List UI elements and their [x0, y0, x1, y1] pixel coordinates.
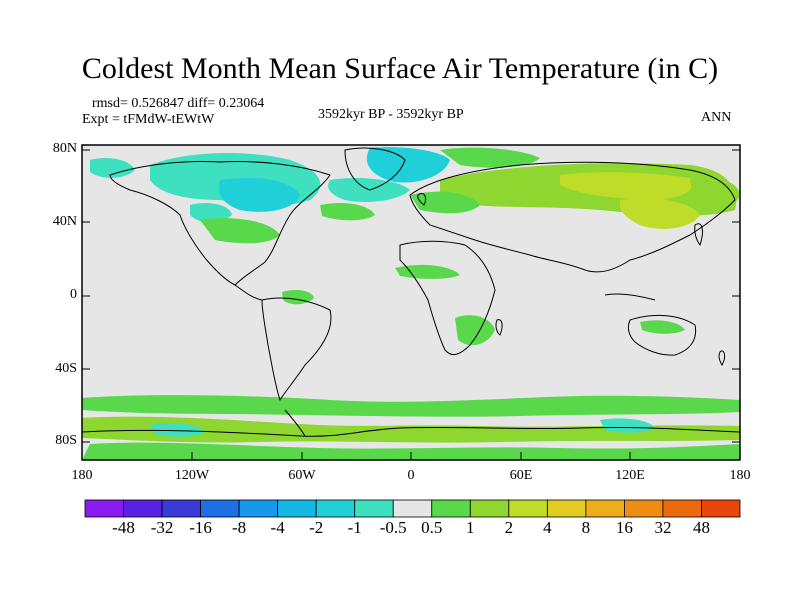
- coast-eurasia: [409, 161, 736, 273]
- coast-japan: [694, 223, 703, 247]
- warm-patch-sahara: [395, 264, 460, 279]
- coast-africa: [399, 240, 496, 356]
- colorbar-swatch: [315, 499, 356, 518]
- coast-indonesia: [604, 293, 656, 301]
- rmsd-diff-stats: rmsd= 0.526847 diff= 0.23064: [92, 96, 265, 111]
- warm-patch-siberia: [560, 172, 693, 200]
- tick-marks: [81, 149, 741, 460]
- colorbar-swatch: [354, 499, 394, 518]
- coastlines: [81, 147, 741, 437]
- colorbar-swatch: [701, 499, 741, 518]
- coast-central-america: [234, 284, 263, 301]
- lon-tick-120e: 120E: [615, 468, 645, 483]
- colorbar-swatch: [624, 499, 664, 518]
- colorbar-label: -2: [309, 518, 324, 537]
- coast-britain: [417, 192, 427, 206]
- lat-tick-0: 0: [70, 287, 77, 302]
- coast-australia: [627, 315, 697, 356]
- colorbar-label: 8: [581, 518, 591, 537]
- colorbar-label: 16: [615, 518, 633, 537]
- warm-patch-arctic-ocean: [440, 147, 540, 168]
- colorbar-label: -32: [150, 518, 174, 537]
- colorbar-swatch: [84, 499, 124, 518]
- colorbar-label: -16: [189, 518, 212, 537]
- anomaly-patches: [82, 147, 740, 460]
- warm-patch-us: [200, 218, 280, 244]
- lat-tick-40s: 40S: [55, 361, 77, 376]
- colorbar-swatch: [123, 499, 163, 518]
- lat-tick-80s: 80S: [55, 433, 77, 448]
- colorbar-swatch: [238, 499, 279, 518]
- coast-antarctica: [81, 426, 741, 437]
- colorbar-label: 32: [654, 518, 672, 537]
- warm-patch-europe: [410, 191, 480, 214]
- lon-tick-60e: 60E: [509, 468, 533, 483]
- coast-north-america: [109, 161, 331, 286]
- colorbar-label: 2: [504, 518, 514, 537]
- colorbar-swatch: [200, 499, 240, 518]
- colorbar-swatch: [392, 499, 433, 518]
- warm-band-southern-2: [82, 416, 740, 443]
- experiment-label: Expt = tFMdW-tEWtW: [82, 112, 215, 127]
- coast-madagascar: [495, 319, 503, 336]
- cool-patch-antarctic-2: [600, 418, 655, 433]
- colorbar-swatch: [585, 499, 625, 518]
- lon-tick-120w: 120W: [174, 468, 210, 483]
- colorbar-label: 48: [692, 518, 710, 537]
- period-label: 3592kyr BP - 3592kyr BP: [318, 107, 464, 122]
- warm-band-southern-3: [82, 442, 740, 460]
- colorbar-label: -4: [270, 518, 285, 537]
- chart-title: Coldest Month Mean Surface Air Temperatu…: [81, 52, 719, 85]
- coast-greenland: [344, 147, 406, 191]
- colorbar-swatch: [508, 499, 548, 518]
- colorbar-swatch: [277, 499, 317, 518]
- lon-tick-0: 0: [407, 468, 415, 483]
- colorbar-swatch: [469, 499, 510, 518]
- colorbar-swatch: [546, 499, 587, 518]
- lat-tick-80n: 80N: [52, 141, 77, 156]
- colorbar-label: -8: [232, 518, 247, 537]
- warm-patch-australia: [640, 320, 685, 334]
- lon-tick-60w: 60W: [288, 468, 316, 483]
- colorbar-swatch: [662, 499, 702, 518]
- warm-band-southern-1: [82, 395, 740, 417]
- cool-patch-pacific-north: [90, 158, 135, 178]
- cool-patch-antarctic: [150, 422, 205, 437]
- colorbar-label: -48: [112, 518, 135, 537]
- lon-tick-180e: 180: [729, 468, 751, 483]
- colorbar-label: 0.5: [421, 518, 443, 537]
- colorbar-swatch: [161, 499, 201, 518]
- warm-patch-africa-south: [455, 315, 495, 346]
- warm-patch-atlantic: [320, 203, 375, 221]
- season-label: ANN: [701, 110, 732, 125]
- colorbar-label: 4: [543, 518, 552, 537]
- cool-patch-na-west: [190, 203, 232, 223]
- colorbar-label: 1: [466, 518, 475, 537]
- cool-patch-greenland: [366, 147, 450, 183]
- colorbar-label: -0.5: [379, 518, 407, 537]
- warm-patch-northpacific: [690, 178, 740, 209]
- lat-tick-40n: 40N: [52, 214, 77, 229]
- coast-antarctic-peninsula: [284, 409, 306, 437]
- colorbar-label: -1: [347, 518, 362, 537]
- coast-newzealand: [718, 350, 726, 367]
- warm-patch-eastasia: [619, 198, 700, 229]
- lon-tick-180w: 180: [71, 468, 93, 483]
- colorbar-swatch: [431, 499, 471, 518]
- coast-south-america: [261, 297, 332, 402]
- cool-patch-hudson: [218, 177, 300, 212]
